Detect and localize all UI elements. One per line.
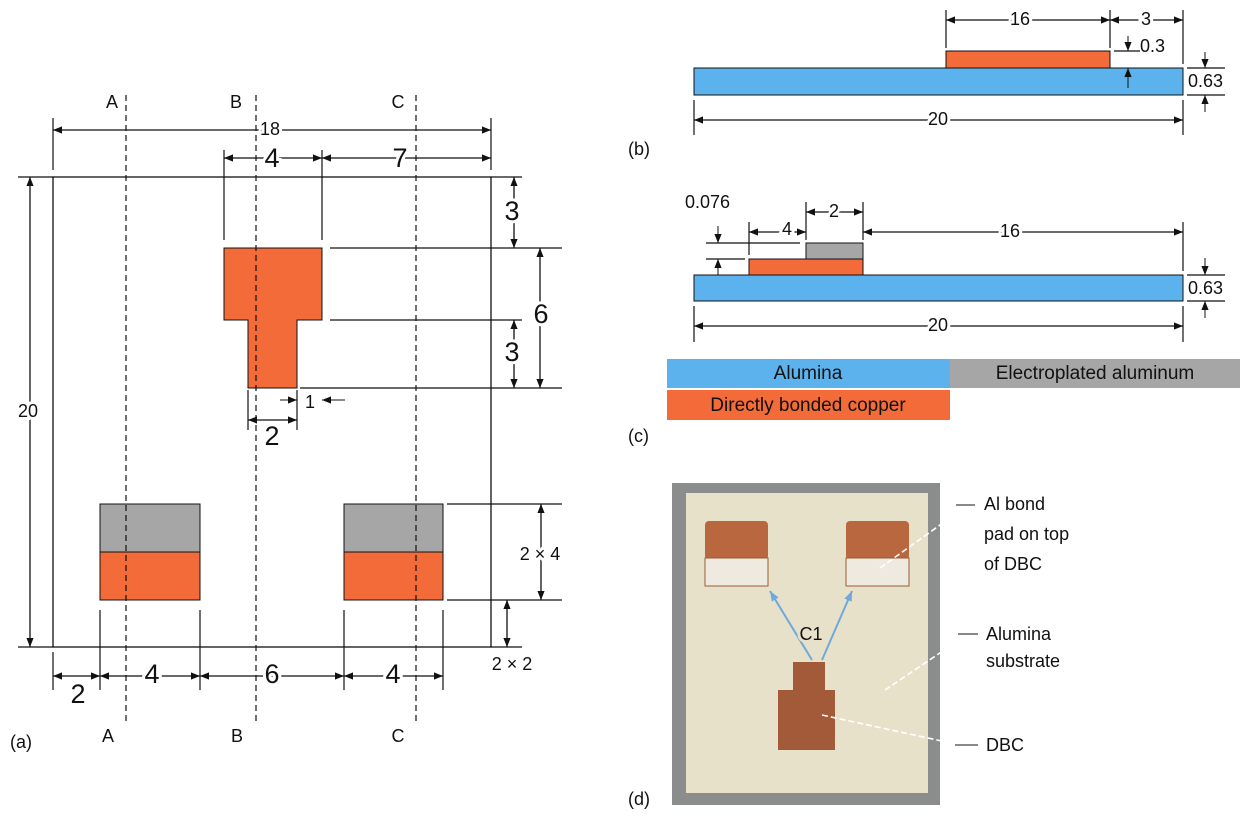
dimension-label: 4 <box>144 659 159 689</box>
dimension-label: 0.63 <box>1188 71 1223 91</box>
dimension-label: C <box>392 92 405 112</box>
t-pad <box>224 248 322 388</box>
dimension-label: 4 <box>264 143 279 173</box>
dbc-pad <box>705 521 768 560</box>
dimension-label: 3 <box>504 337 519 367</box>
cu-pad <box>344 552 443 600</box>
al-bond-pad <box>846 558 909 586</box>
legend-label: Alumina <box>774 363 843 384</box>
legend-label: Directly bonded copper <box>710 395 906 416</box>
figure: ABC ABC 18 4 7 3 6 3 1 2 20 2 × 4 2 × 2 … <box>0 0 1244 816</box>
copper-layer <box>946 51 1110 68</box>
aluminum-layer <box>806 243 863 259</box>
dimension-label: 18 <box>260 119 280 139</box>
dimension-label: 20 <box>928 109 948 129</box>
dimension-label: 4 <box>782 219 792 239</box>
dimension-label: 16 <box>1010 9 1030 29</box>
dimension-label: Al bond <box>984 494 1045 514</box>
dimension-label: 2 <box>70 679 85 709</box>
dimension-label: 6 <box>533 299 548 329</box>
al-bond-pad <box>705 558 768 586</box>
dimension-label: 20 <box>18 401 38 421</box>
dimension-label: 2 <box>264 421 279 451</box>
al-pad <box>100 504 200 552</box>
dimension-label: A <box>102 726 114 746</box>
alumina-layer <box>694 68 1183 95</box>
alumina-layer <box>694 275 1183 301</box>
dimension-label: of DBC <box>984 554 1042 574</box>
dimension-label: B <box>230 92 242 112</box>
dimension-label: B <box>231 726 243 746</box>
dimension-label: (d) <box>628 789 650 809</box>
dimension-label: 7 <box>392 143 407 173</box>
dimension-label: 0.076 <box>685 192 730 212</box>
dimension-label: C <box>392 726 405 746</box>
dimension-label: substrate <box>986 651 1060 671</box>
dimension-label: Alumina <box>986 624 1052 644</box>
cu-pad <box>100 552 200 600</box>
dimension-label: pad on top <box>984 524 1069 544</box>
dimension-label: 6 <box>264 659 279 689</box>
panel-c: 0.076 4 2 16 0.63 20 Alumina Electroplat… <box>628 192 1240 446</box>
dimension-label: 2 × 4 <box>520 544 561 564</box>
dimension-label: C1 <box>799 624 822 644</box>
dimension-label: A <box>106 92 118 112</box>
dimension-label: 2 <box>829 201 839 221</box>
panel-b: 16 3 0.3 0.63 20 (b) <box>628 9 1225 159</box>
dimension-label: 4 <box>385 659 400 689</box>
dimension-label: 0.63 <box>1188 278 1223 298</box>
dimension-label: DBC <box>986 735 1024 755</box>
dimension-label: 0.3 <box>1140 36 1165 56</box>
copper-layer <box>749 259 863 275</box>
legend-label: Electroplated aluminum <box>996 363 1195 384</box>
al-pad <box>344 504 443 552</box>
dimension-label: 3 <box>1141 9 1151 29</box>
panel-d-photo: C1 Al bond pad on top of DBC Alumina sub… <box>628 483 1069 809</box>
dimension-label: 16 <box>1000 221 1020 241</box>
dimension-label: (c) <box>628 426 649 446</box>
dimension-label: (a) <box>10 732 32 752</box>
dimension-label: 3 <box>504 196 519 226</box>
dimension-label: (b) <box>628 139 650 159</box>
dimension-label: 20 <box>928 315 948 335</box>
dimension-label: 2 × 2 <box>492 654 533 674</box>
dimension-label: 1 <box>305 392 315 412</box>
